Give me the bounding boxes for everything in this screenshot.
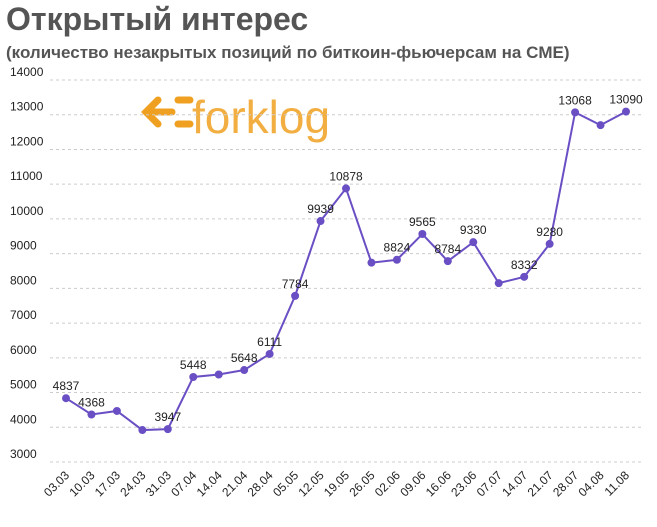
y-tick-label: 14000 (10, 65, 44, 79)
x-tick-label: 23.06 (448, 468, 479, 499)
data-label: 10878 (329, 169, 363, 183)
logo-icon (141, 96, 194, 128)
data-label: 13068 (558, 93, 592, 107)
x-tick-label: 28.07 (550, 468, 581, 499)
data-label: 8784 (434, 242, 461, 256)
data-label: 3947 (154, 410, 181, 424)
x-tick-label: 11.08 (602, 468, 633, 499)
point (545, 239, 554, 248)
y-tick-label: 6000 (10, 343, 37, 357)
logo: forklog (192, 91, 330, 143)
point (265, 349, 274, 358)
point (622, 107, 630, 116)
point (392, 255, 401, 264)
data-label: 9565 (409, 215, 436, 229)
y-tick-label: 7000 (10, 308, 37, 322)
point (596, 121, 605, 130)
x-tick-label: 21.04 (219, 468, 250, 499)
x-tick-label: 31.03 (143, 468, 174, 499)
point (138, 426, 147, 435)
point (443, 257, 452, 266)
x-tick-label: 07.04 (168, 468, 199, 499)
y-tick-label: 5000 (10, 378, 37, 392)
x-tick-label: 07.07 (474, 468, 505, 499)
x-tick-label: 05.05 (270, 468, 301, 499)
chart-subtitle: (количество незакрытых позиций по биткои… (6, 43, 570, 62)
x-tick-label: 28.04 (245, 468, 276, 499)
data-label: 13090 (609, 93, 643, 107)
data-label: 5448 (180, 358, 207, 372)
x-tick-label: 14.07 (499, 468, 530, 499)
point (494, 279, 503, 288)
x-tick-label: 17.03 (92, 468, 123, 499)
x-tick-label: 26.05 (346, 468, 377, 499)
x-tick-label: 10.03 (66, 468, 97, 499)
y-tick-label: 4000 (10, 412, 37, 426)
point (112, 406, 121, 415)
chart-title: Открытый интерес (6, 1, 308, 37)
y-tick-label: 11000 (10, 169, 43, 183)
y-tick-label: 3000 (10, 447, 37, 461)
point (62, 394, 70, 403)
point (214, 370, 223, 379)
line (65, 110, 627, 432)
point (469, 238, 478, 247)
y-tick-label: 13000 (10, 100, 44, 114)
data-label: 6111 (257, 335, 282, 349)
data-label: 8332 (511, 258, 538, 272)
data-label: 5648 (231, 351, 258, 365)
x-tick-label: 04.08 (576, 468, 607, 499)
data-label: 8824 (384, 241, 411, 255)
data-label: 9280 (536, 225, 563, 239)
x-tick-label: 03.03 (41, 468, 72, 499)
point (316, 217, 325, 226)
x-tick-label: 12.05 (296, 468, 327, 499)
x-tick-label: 16.06 (423, 468, 454, 499)
point (291, 291, 300, 300)
point (418, 230, 427, 239)
x-tick-label: 09.06 (397, 468, 428, 499)
x-tick-label: 14.04 (194, 468, 225, 499)
data-label: 4837 (53, 379, 80, 393)
point (189, 372, 198, 381)
y-tick-label: 12000 (10, 134, 44, 148)
data-label: 9939 (307, 202, 334, 216)
y-tick-label: 8000 (10, 273, 37, 287)
x-tick-label: 24.03 (117, 468, 148, 499)
point (163, 425, 172, 434)
point (367, 258, 376, 267)
data-label: 9330 (460, 223, 487, 237)
data-label: 4368 (78, 395, 105, 409)
point (87, 410, 96, 419)
x-tick-label: 02.06 (372, 468, 403, 499)
point (240, 366, 249, 375)
data-label: 7784 (282, 277, 309, 291)
y-tick-label: 9000 (10, 239, 37, 253)
x-tick-label: 19.05 (321, 468, 352, 499)
point (342, 184, 350, 193)
y-tick-label: 10000 (10, 204, 44, 218)
point (520, 272, 529, 281)
point (571, 108, 580, 117)
x-tick-label: 21.07 (525, 468, 556, 499)
